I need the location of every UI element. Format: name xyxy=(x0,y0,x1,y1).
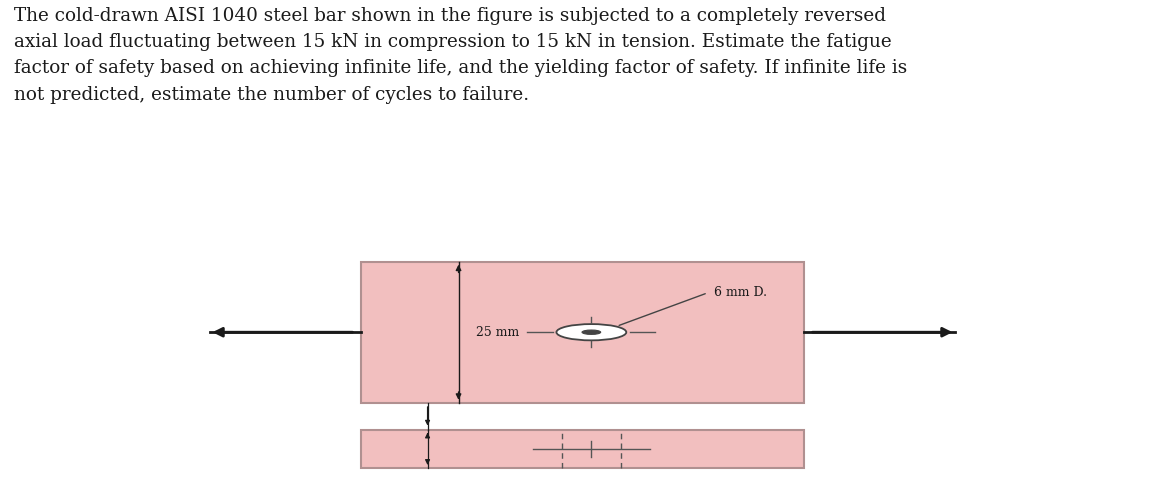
Text: 25 mm: 25 mm xyxy=(476,326,520,339)
Circle shape xyxy=(582,330,601,334)
Bar xyxy=(361,262,804,403)
Circle shape xyxy=(557,324,627,340)
Bar xyxy=(361,430,804,468)
Text: The cold-drawn AISI 1040 steel bar shown in the figure is subjected to a complet: The cold-drawn AISI 1040 steel bar shown… xyxy=(14,7,908,104)
Text: 6 mm D.: 6 mm D. xyxy=(714,286,767,299)
